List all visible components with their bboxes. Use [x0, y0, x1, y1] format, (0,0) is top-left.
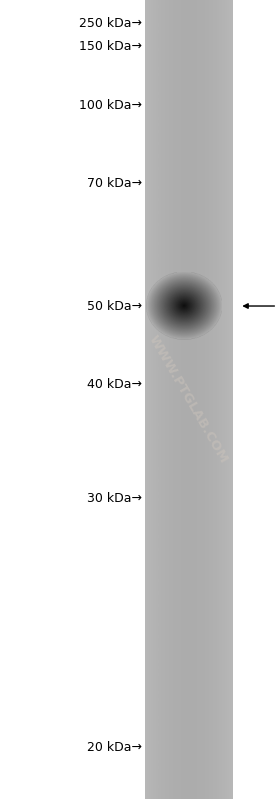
- Text: 70 kDa→: 70 kDa→: [87, 177, 142, 190]
- Text: 30 kDa→: 30 kDa→: [87, 492, 142, 505]
- Text: 250 kDa→: 250 kDa→: [79, 17, 142, 30]
- Text: 20 kDa→: 20 kDa→: [87, 741, 142, 753]
- Text: 100 kDa→: 100 kDa→: [79, 99, 142, 112]
- Text: 40 kDa→: 40 kDa→: [87, 378, 142, 391]
- Text: WWW.PTGLAB.COM: WWW.PTGLAB.COM: [146, 333, 230, 466]
- Text: 50 kDa→: 50 kDa→: [87, 300, 142, 312]
- Text: 150 kDa→: 150 kDa→: [79, 40, 142, 53]
